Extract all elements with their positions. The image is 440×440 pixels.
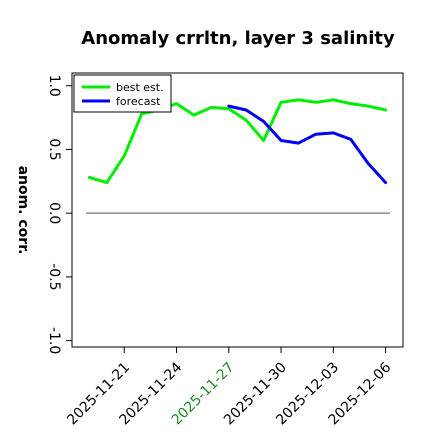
legend-label-forecast: forecast xyxy=(116,95,161,108)
legend-box xyxy=(73,74,172,113)
chart-title: Anomaly crrltn, layer 3 salinity xyxy=(81,28,395,49)
y-tick-label: 0.5 xyxy=(46,138,62,160)
legend-label-best-est: best est. xyxy=(116,81,164,94)
series-line-best-est xyxy=(87,98,388,185)
y-tick-label: -0.5 xyxy=(46,263,62,290)
plot-frame xyxy=(71,72,404,348)
y-axis-label: anom. corr. xyxy=(15,166,31,255)
y-tick-label: 0.0 xyxy=(46,202,62,224)
y-tick-label: -1.0 xyxy=(46,327,62,354)
series-line-forecast xyxy=(227,104,388,185)
y-tick-label: 1.0 xyxy=(46,75,62,97)
legend: best est. forecast xyxy=(73,74,172,113)
